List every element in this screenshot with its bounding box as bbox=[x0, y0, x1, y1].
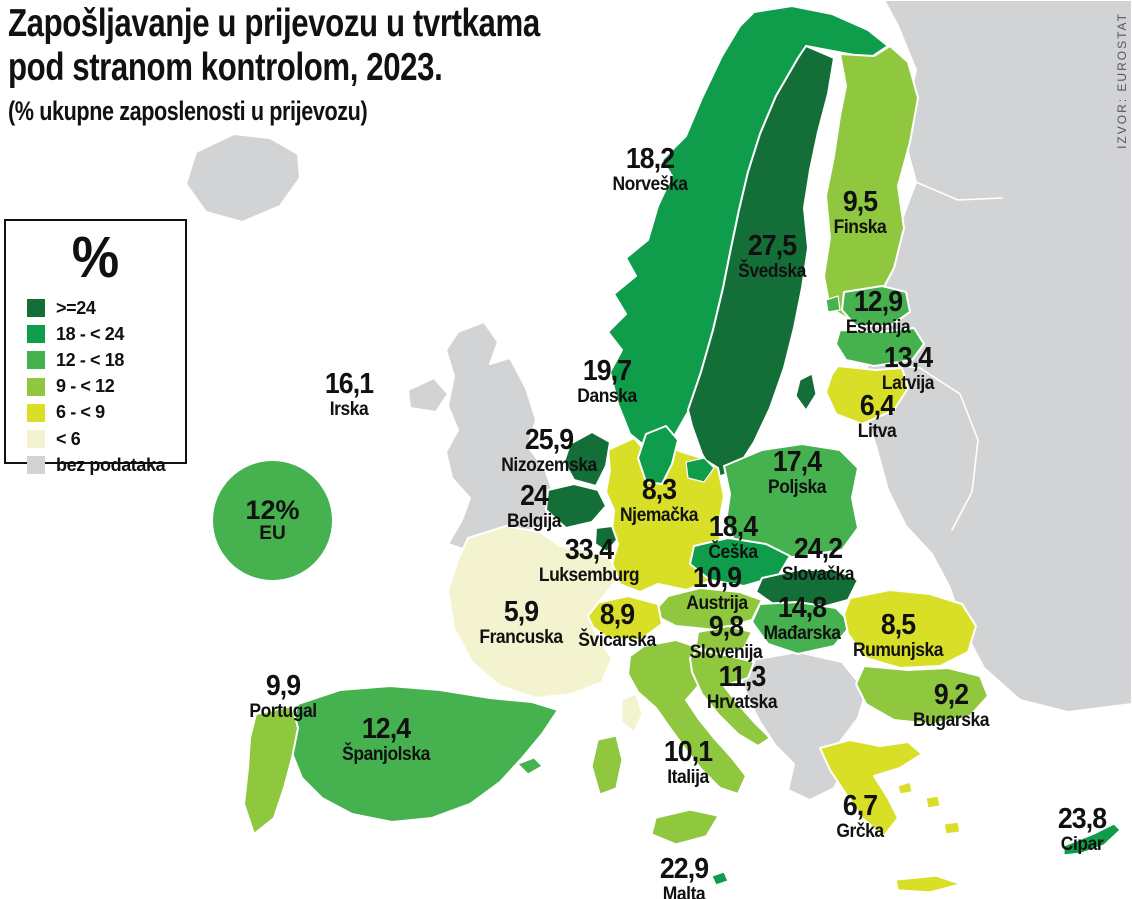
country-shape-hrvatska bbox=[689, 649, 771, 747]
legend-item-0: >=24 bbox=[6, 295, 185, 321]
country-shape-grcka-crete bbox=[895, 875, 961, 893]
legend-item-5: < 6 bbox=[6, 426, 185, 452]
country-shape-svedska-gotland bbox=[795, 373, 817, 411]
country-shape-francuska bbox=[447, 525, 619, 699]
legend-swatch bbox=[27, 456, 45, 475]
legend-label: 6 - < 9 bbox=[56, 402, 105, 423]
page-title-line2: pod stranom kontrolom, 2023. bbox=[8, 46, 443, 90]
country-shape-latvija bbox=[835, 327, 925, 367]
country-shape-portugal bbox=[243, 705, 299, 835]
internal-border bbox=[867, 361, 979, 531]
page-subtitle: (% ukupne zaposlenosti u prijevozu) bbox=[8, 96, 368, 127]
legend-item-3: 9 - < 12 bbox=[6, 374, 185, 400]
eu-badge-value: 12% bbox=[245, 494, 300, 525]
legend-title: % bbox=[71, 225, 120, 290]
country-shape-madarska bbox=[751, 601, 853, 655]
source-credit: IZVOR: EUROSTAT bbox=[1115, 12, 1129, 149]
country-shape-bugarska bbox=[855, 665, 989, 725]
country-shape-poljska bbox=[723, 443, 859, 561]
legend-label: 18 - < 24 bbox=[56, 323, 124, 344]
nodata-region-iceland bbox=[185, 133, 301, 223]
nodata-region-n-ireland bbox=[407, 377, 449, 413]
country-shape-estonija bbox=[841, 285, 911, 327]
country-shape-slovacka bbox=[755, 569, 859, 611]
country-shape-luksemburg bbox=[594, 525, 618, 553]
internal-border bbox=[915, 181, 1003, 201]
legend-label: 9 - < 12 bbox=[56, 376, 115, 397]
page-title-line1: Zapošljavanje u prijevozu u tvrtkama bbox=[8, 2, 540, 45]
country-shape-estonija-islands bbox=[825, 295, 841, 313]
legend-swatch bbox=[27, 377, 45, 396]
country-shape-spanjolska bbox=[289, 685, 559, 823]
country-shape-cipar bbox=[1063, 823, 1121, 856]
country-shape-danska-islands bbox=[685, 457, 715, 483]
legend-swatch bbox=[27, 351, 45, 370]
country-shape-spanjolska-balearics bbox=[517, 757, 543, 775]
legend-label: >=24 bbox=[56, 297, 96, 318]
nodata-region-east-europe bbox=[857, 0, 1132, 713]
country-shape-francuska-corsica bbox=[621, 693, 643, 733]
legend-swatch bbox=[27, 325, 45, 344]
country-shape-italija-sardinia bbox=[591, 735, 623, 795]
header: Zapošljavanje u prijevozu u tvrtkama pod… bbox=[8, 2, 616, 127]
country-shape-grcka-island bbox=[925, 795, 941, 809]
nodata-region-uk bbox=[445, 321, 557, 553]
country-shape-belgija bbox=[545, 483, 607, 529]
legend-item-1: 18 - < 24 bbox=[6, 321, 185, 347]
legend-item-6: bez podataka bbox=[6, 452, 185, 478]
country-shape-grcka bbox=[819, 739, 923, 837]
legend-item-2: 12 - < 18 bbox=[6, 347, 185, 373]
country-shape-danska bbox=[637, 425, 679, 485]
legend-label: bez podataka bbox=[56, 454, 166, 475]
legend-swatch bbox=[27, 299, 45, 318]
country-shape-grcka-island bbox=[943, 821, 961, 835]
eu-badge-label: EU bbox=[259, 523, 286, 545]
legend-items: >=24 18 - < 24 12 - < 18 9 - < 12 6 - < 9 < 6… bbox=[6, 295, 185, 478]
legend-label: 12 - < 18 bbox=[56, 349, 124, 370]
country-shape-slovenija bbox=[695, 625, 753, 655]
legend-swatch bbox=[27, 430, 45, 449]
country-shape-italija-sicily bbox=[651, 809, 719, 845]
legend: % >=24 18 - < 24 12 - < 18 9 - < 12 6 - < 9 <… bbox=[4, 219, 187, 475]
legend-swatch bbox=[27, 403, 45, 422]
country-shape-nizozemska bbox=[563, 431, 611, 487]
eu-badge: 12% EU bbox=[213, 461, 332, 580]
country-shape-austrija bbox=[651, 587, 763, 631]
legend-label: < 6 bbox=[56, 428, 81, 449]
legend-item-4: 6 - < 9 bbox=[6, 400, 185, 426]
country-shape-grcka-island bbox=[897, 781, 913, 795]
country-shape-rumunjska bbox=[843, 589, 977, 669]
country-shape-litva bbox=[825, 365, 909, 425]
country-shape-malta bbox=[711, 871, 729, 886]
